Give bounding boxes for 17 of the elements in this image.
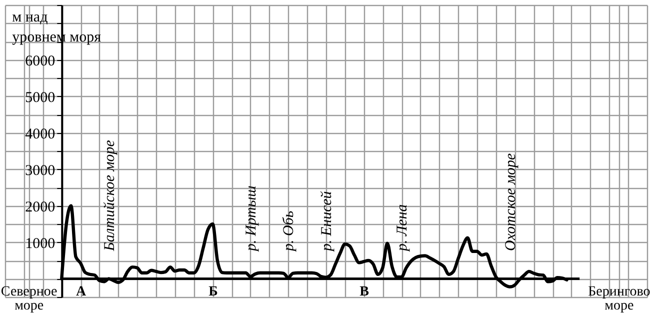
- x-tick-label: В: [360, 284, 369, 300]
- annotation: Балтийское море: [102, 140, 118, 252]
- y-tick-label: 1000: [25, 236, 56, 252]
- x-tick-label: Северное море: [0, 284, 58, 314]
- annotation: р. Иртыш: [243, 186, 260, 252]
- annotation: р. Лена: [394, 204, 411, 252]
- y-tick-label: 6000: [25, 53, 56, 70]
- annotation: р. Енисей: [319, 190, 335, 252]
- annotation: р. Обь: [281, 210, 298, 252]
- annotation: Охотское море: [503, 152, 520, 251]
- y-tick-label: 4000: [25, 126, 56, 142]
- y-tick-label: 5000: [25, 90, 56, 106]
- x-tick-label: А: [76, 284, 87, 300]
- x-tick-label: Б: [208, 284, 218, 300]
- y-tick-label: 2000: [25, 199, 56, 216]
- x-tick-label: Берингово море: [588, 284, 650, 314]
- y-tick-label: 3000: [25, 162, 56, 179]
